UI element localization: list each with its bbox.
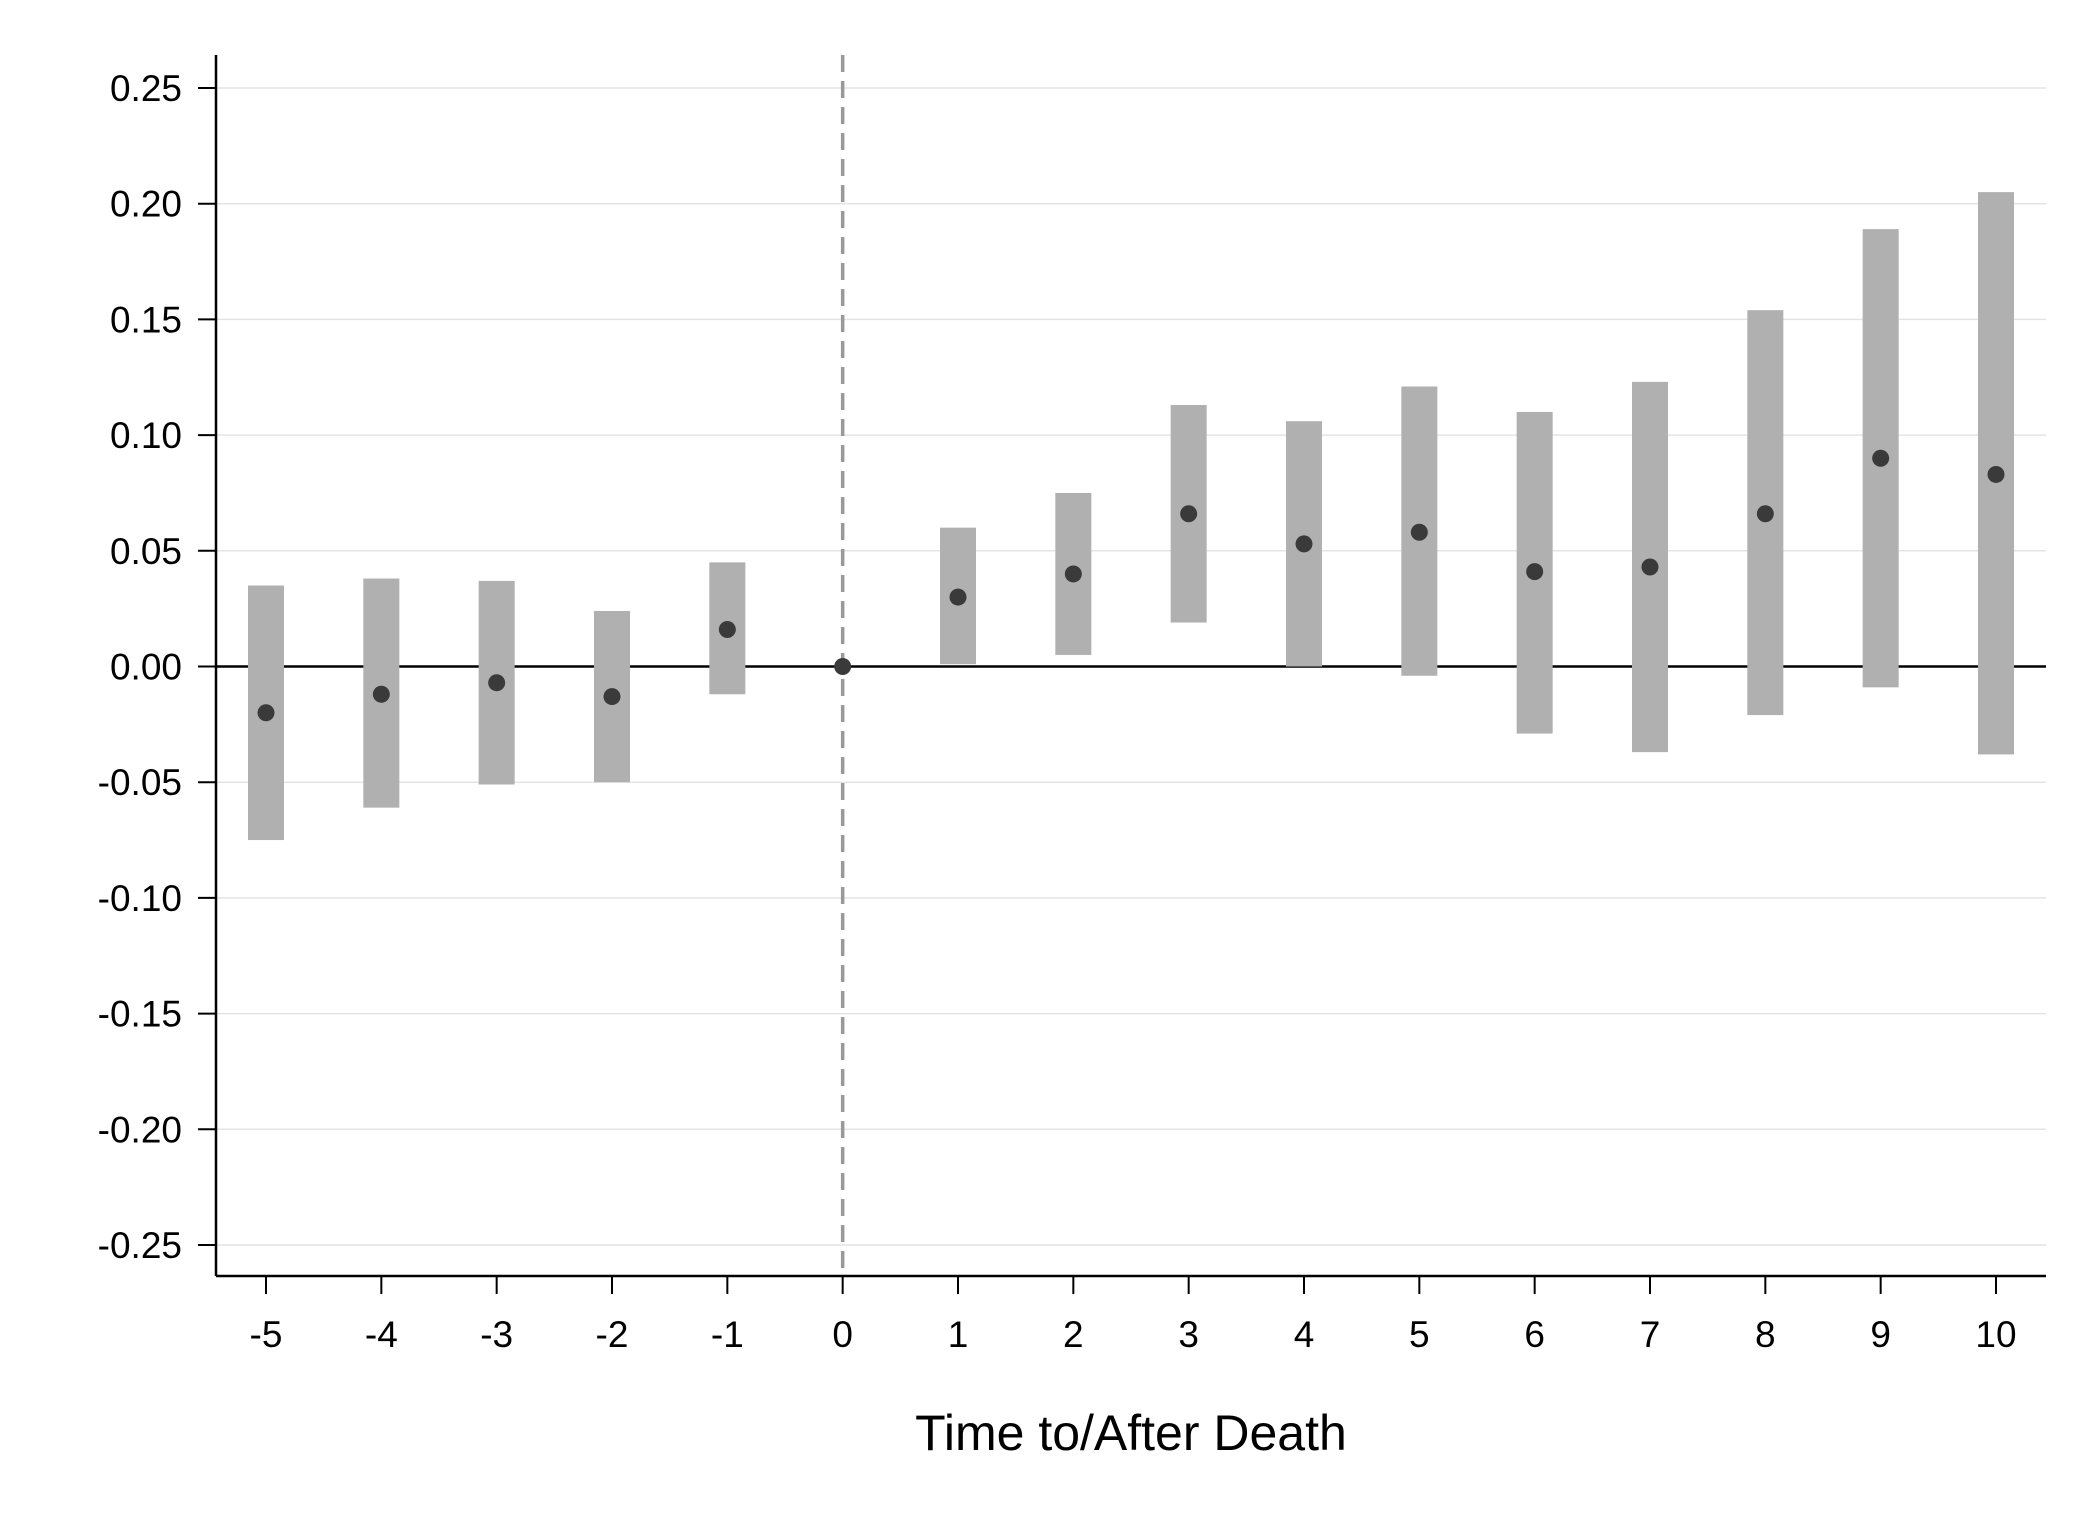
point-estimate	[1180, 505, 1198, 523]
y-tick-label: -0.25	[98, 1225, 182, 1266]
point-estimate	[372, 685, 390, 703]
y-tick-label: 0.25	[110, 68, 182, 109]
axes	[198, 55, 2046, 1294]
x-tick-label: -3	[480, 1314, 513, 1355]
y-tick-label: -0.10	[98, 878, 182, 919]
point-estimate	[949, 588, 967, 606]
x-tick-label: 1	[948, 1314, 969, 1355]
x-tick-label: -4	[365, 1314, 398, 1355]
point-estimate	[1410, 523, 1428, 541]
gridlines	[216, 87, 2046, 1246]
point-estimate	[1526, 563, 1544, 581]
y-tick-label: 0.00	[110, 647, 182, 688]
x-tick-label: 9	[1870, 1314, 1891, 1355]
x-tick-label: -1	[711, 1314, 744, 1355]
point-estimate	[603, 688, 621, 706]
point-estimate	[1872, 449, 1890, 467]
x-tick-label: -2	[596, 1314, 629, 1355]
point-estimate	[1987, 465, 2005, 483]
point-estimates	[257, 449, 2005, 722]
x-tick-label: 7	[1640, 1314, 1661, 1355]
point-estimate	[1064, 565, 1082, 583]
x-tick-label: -5	[250, 1314, 283, 1355]
y-tick-label: -0.20	[98, 1109, 182, 1150]
point-estimate	[257, 704, 275, 722]
point-estimate	[834, 658, 852, 675]
point-estimate	[1756, 505, 1774, 523]
y-tick-label: 0.15	[110, 299, 182, 340]
y-tick-label: 0.10	[110, 415, 182, 456]
x-tick-label: 0	[832, 1314, 853, 1355]
x-tick-label: 3	[1178, 1314, 1199, 1355]
y-tick-label: 0.20	[110, 184, 182, 225]
y-tick-label: 0.05	[110, 531, 182, 572]
point-estimate	[1641, 558, 1659, 576]
y-tick-label: -0.15	[98, 994, 182, 1035]
tick-labels: 0.25 0.20 0.15 0.10 0.05 0.00 -0.05 -0.10 -0.15 -…	[98, 68, 2017, 1355]
y-tick-label: -0.05	[98, 762, 182, 803]
x-tick-label: 4	[1294, 1314, 1315, 1355]
x-tick-label: 5	[1409, 1314, 1430, 1355]
point-estimate	[718, 620, 736, 638]
point-estimate	[488, 674, 506, 692]
x-tick-label: 10	[1975, 1314, 2016, 1355]
x-axis-title: Time to/After Death	[915, 1405, 1347, 1461]
confidence-interval-bars	[248, 192, 2014, 841]
x-tick-label: 6	[1524, 1314, 1545, 1355]
x-tick-label: 8	[1755, 1314, 1776, 1355]
point-estimate	[1295, 535, 1313, 553]
x-tick-label: 2	[1063, 1314, 1084, 1355]
